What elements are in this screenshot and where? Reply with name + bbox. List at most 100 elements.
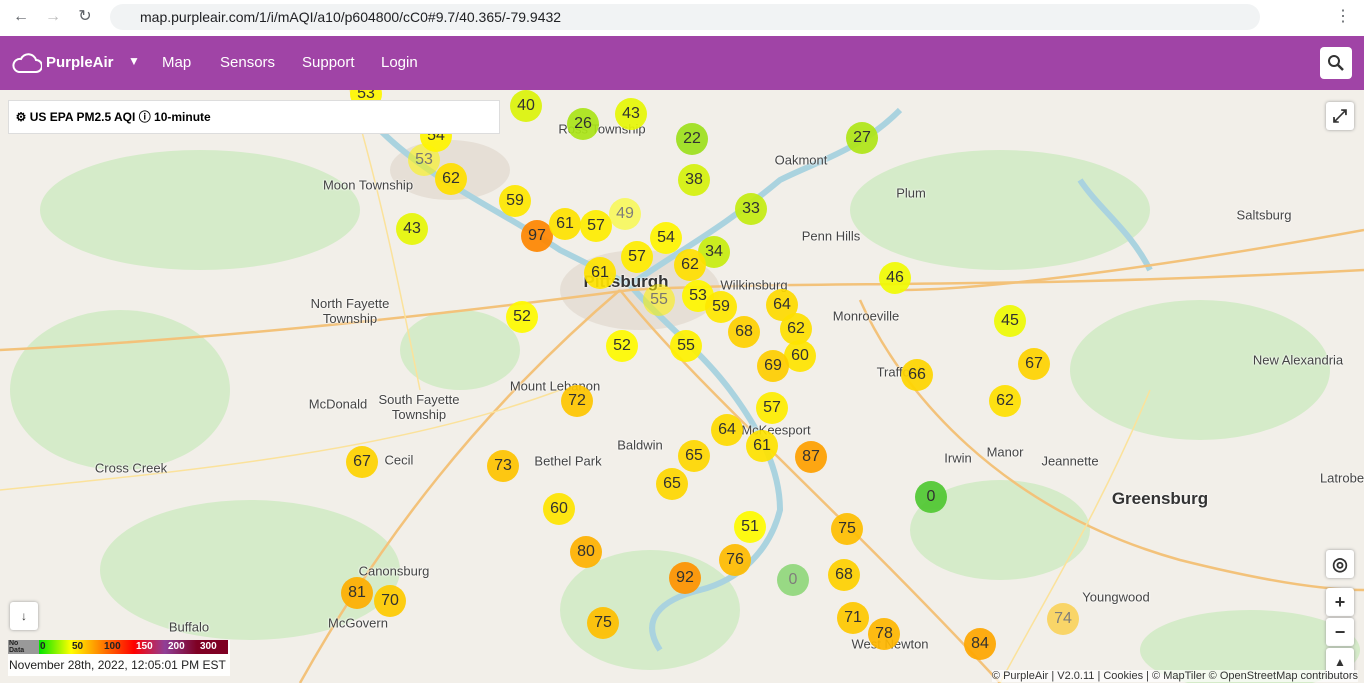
sensor-marker[interactable]: 69 <box>757 350 789 382</box>
metric-panel[interactable]: ⚙ US EPA PM2.5 AQI ⓘ 10-minute <box>8 100 500 134</box>
forward-button[interactable]: → <box>45 8 61 25</box>
sensor-marker[interactable]: 0 <box>777 564 809 596</box>
legend: November 28th, 2022, 12:05:01 PM EST No … <box>8 640 230 676</box>
sensor-marker[interactable]: 62 <box>989 385 1021 417</box>
sensor-marker[interactable]: 57 <box>580 210 612 242</box>
reload-button[interactable]: ↻ <box>78 8 92 25</box>
map[interactable]: Ross Township Oakmont Moon Township Plum Sal… <box>0 90 1364 683</box>
sensor-marker[interactable]: 49 <box>609 198 641 230</box>
sensor-marker[interactable]: 75 <box>831 513 863 545</box>
sensor-marker[interactable]: 60 <box>543 493 575 525</box>
legend-swatch <box>70 640 103 654</box>
sensor-marker[interactable]: 61 <box>746 430 778 462</box>
place-label: Canonsburg <box>358 563 430 579</box>
sensor-marker[interactable]: 62 <box>435 163 467 195</box>
place-label: Manor <box>986 444 1024 460</box>
menu-button[interactable]: ⋮ <box>1335 8 1351 25</box>
sensor-marker[interactable]: 65 <box>678 440 710 472</box>
sensor-marker[interactable]: 76 <box>719 544 751 576</box>
search-button[interactable] <box>1320 47 1352 79</box>
place-label: McDonald <box>308 396 368 412</box>
url-text: map.purpleair.com/1/i/mAQI/a10/p604800/c… <box>140 9 562 25</box>
legend-swatch <box>8 640 40 654</box>
sensor-marker[interactable]: 52 <box>506 301 538 333</box>
sensor-marker[interactable]: 51 <box>734 511 766 543</box>
sensor-marker[interactable]: 62 <box>780 313 812 345</box>
place-label: Plum <box>896 185 926 201</box>
sensor-marker[interactable]: 75 <box>587 607 619 639</box>
legend-label: 150 <box>136 641 153 652</box>
zoom-in-button[interactable]: + <box>1326 588 1354 616</box>
timestamp: November 28th, 2022, 12:05:01 PM EST <box>9 658 226 672</box>
sensor-marker[interactable]: 74 <box>1047 603 1079 635</box>
address-bar[interactable]: map.purpleair.com/1/i/mAQI/a10/p604800/c… <box>110 4 1260 30</box>
sensor-marker[interactable]: 72 <box>561 385 593 417</box>
sensor-marker[interactable]: 80 <box>570 536 602 568</box>
sensor-marker[interactable]: 67 <box>1018 348 1050 380</box>
nav-item[interactable]: Sensors <box>220 54 276 71</box>
place-label: Oakmont <box>774 152 828 168</box>
locate-button[interactable]: ◎ <box>1326 550 1354 578</box>
place-label: Baldwin <box>617 437 663 453</box>
sensor-marker[interactable]: 60 <box>784 340 816 372</box>
sensor-marker[interactable]: 70 <box>374 585 406 617</box>
sensor-marker[interactable]: 59 <box>499 185 531 217</box>
sensor-marker[interactable]: 71 <box>837 602 869 634</box>
sensor-marker[interactable]: 33 <box>735 193 767 225</box>
sensor-marker[interactable]: 78 <box>868 618 900 650</box>
sensor-marker[interactable]: 64 <box>711 414 743 446</box>
sensor-marker[interactable]: 57 <box>756 392 788 424</box>
sensor-marker[interactable]: 52 <box>606 330 638 362</box>
logo <box>12 53 42 73</box>
place-label: Jeannette <box>1041 453 1099 469</box>
sensor-marker[interactable]: 81 <box>341 577 373 609</box>
sensor-marker[interactable]: 43 <box>615 98 647 130</box>
place-label: Cecil <box>384 452 414 468</box>
nav-item[interactable]: Login <box>381 54 418 71</box>
sensor-marker[interactable]: 97 <box>521 220 553 252</box>
sensor-marker[interactable]: 87 <box>795 441 827 473</box>
zoom-out-button[interactable]: − <box>1326 618 1354 646</box>
sensor-marker[interactable]: 27 <box>846 122 878 154</box>
sensor-marker[interactable]: 43 <box>396 213 428 245</box>
sensor-marker[interactable]: 22 <box>676 123 708 155</box>
place-label: Cross Creek <box>94 460 168 476</box>
legend-label: 200 <box>168 641 185 652</box>
sensor-marker[interactable]: 92 <box>669 562 701 594</box>
sensor-marker[interactable]: 26 <box>567 108 599 140</box>
brand[interactable]: PurpleAir <box>46 54 114 71</box>
sensor-marker[interactable]: 73 <box>487 450 519 482</box>
download-button[interactable]: ↓ <box>10 602 38 630</box>
sensor-marker[interactable]: 55 <box>670 330 702 362</box>
place-label: Latrobe <box>1319 470 1364 486</box>
sensor-marker[interactable]: 65 <box>656 468 688 500</box>
fullscreen-button[interactable]: ⤢ <box>1326 102 1354 130</box>
back-button[interactable]: ← <box>13 8 29 25</box>
sensor-marker[interactable]: 53 <box>408 144 440 176</box>
sensor-marker[interactable]: 46 <box>879 262 911 294</box>
sensor-marker[interactable]: 0 <box>915 481 947 513</box>
sensor-marker[interactable]: 84 <box>964 628 996 660</box>
sensor-marker[interactable]: 38 <box>678 164 710 196</box>
brand-dropdown[interactable]: ▼ <box>128 54 140 68</box>
sensor-marker[interactable]: 62 <box>674 249 706 281</box>
sensor-marker[interactable]: 57 <box>621 241 653 273</box>
sensor-marker[interactable]: 67 <box>346 446 378 478</box>
sensor-marker[interactable]: 61 <box>549 208 581 240</box>
sensor-marker[interactable]: 54 <box>650 222 682 254</box>
legend-label: No Data <box>9 640 25 654</box>
nav-item[interactable]: Support <box>302 54 355 71</box>
sensor-marker[interactable]: 68 <box>828 559 860 591</box>
sensor-marker[interactable]: 66 <box>901 359 933 391</box>
sensor-marker[interactable]: 55 <box>643 284 675 316</box>
sensor-marker[interactable]: 61 <box>584 257 616 289</box>
place-label: Irwin <box>944 450 972 466</box>
place-label: Bethel Park <box>534 453 602 469</box>
nav-item[interactable]: Map <box>162 54 192 71</box>
sensor-marker[interactable]: 45 <box>994 305 1026 337</box>
sensor-marker[interactable]: 59 <box>705 291 737 323</box>
place-label: Moon Township <box>322 177 414 193</box>
attribution: © PurpleAir | V2.0.11 | Cookies | © MapT… <box>991 670 1358 682</box>
sensor-marker[interactable]: 40 <box>510 90 542 122</box>
sensor-marker[interactable]: 68 <box>728 316 760 348</box>
